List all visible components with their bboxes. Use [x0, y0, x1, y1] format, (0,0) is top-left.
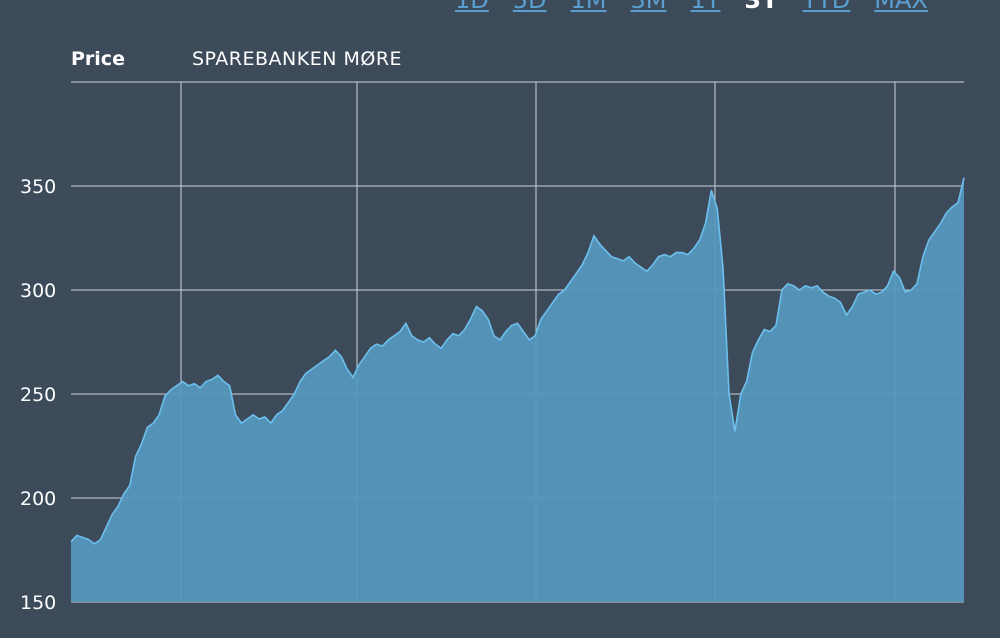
- range-tab-1m[interactable]: 1M: [570, 0, 607, 14]
- y-axis-labels: 150 200 250 300 350: [20, 176, 56, 614]
- y-tick-label: 150: [20, 592, 56, 614]
- range-tab-ytd[interactable]: YTD: [802, 0, 851, 14]
- range-tab-max[interactable]: MAX: [874, 0, 928, 14]
- price-area: [71, 177, 964, 602]
- chart-header: Price SPAREBANKEN MØRE: [71, 48, 402, 70]
- y-tick-label: 350: [20, 176, 56, 198]
- price-label: Price: [71, 48, 125, 70]
- area-layer: [70, 177, 965, 602]
- range-tab-3m[interactable]: 3M: [630, 0, 667, 14]
- range-tab-5d[interactable]: 5D: [512, 0, 547, 14]
- range-tab-1y[interactable]: 1Y: [690, 0, 721, 14]
- range-tab-1d[interactable]: 1D: [455, 0, 489, 14]
- range-tabs: 1D 5D 1M 3M 1Y 3Y YTD MAX: [455, 0, 952, 12]
- range-tab-3y[interactable]: 3Y: [744, 0, 779, 14]
- y-tick-label: 200: [20, 488, 56, 510]
- company-name: SPAREBANKEN MØRE: [192, 48, 403, 70]
- price-line: [70, 177, 965, 545]
- y-tick-label: 300: [20, 280, 56, 302]
- y-tick-label: 250: [20, 384, 56, 406]
